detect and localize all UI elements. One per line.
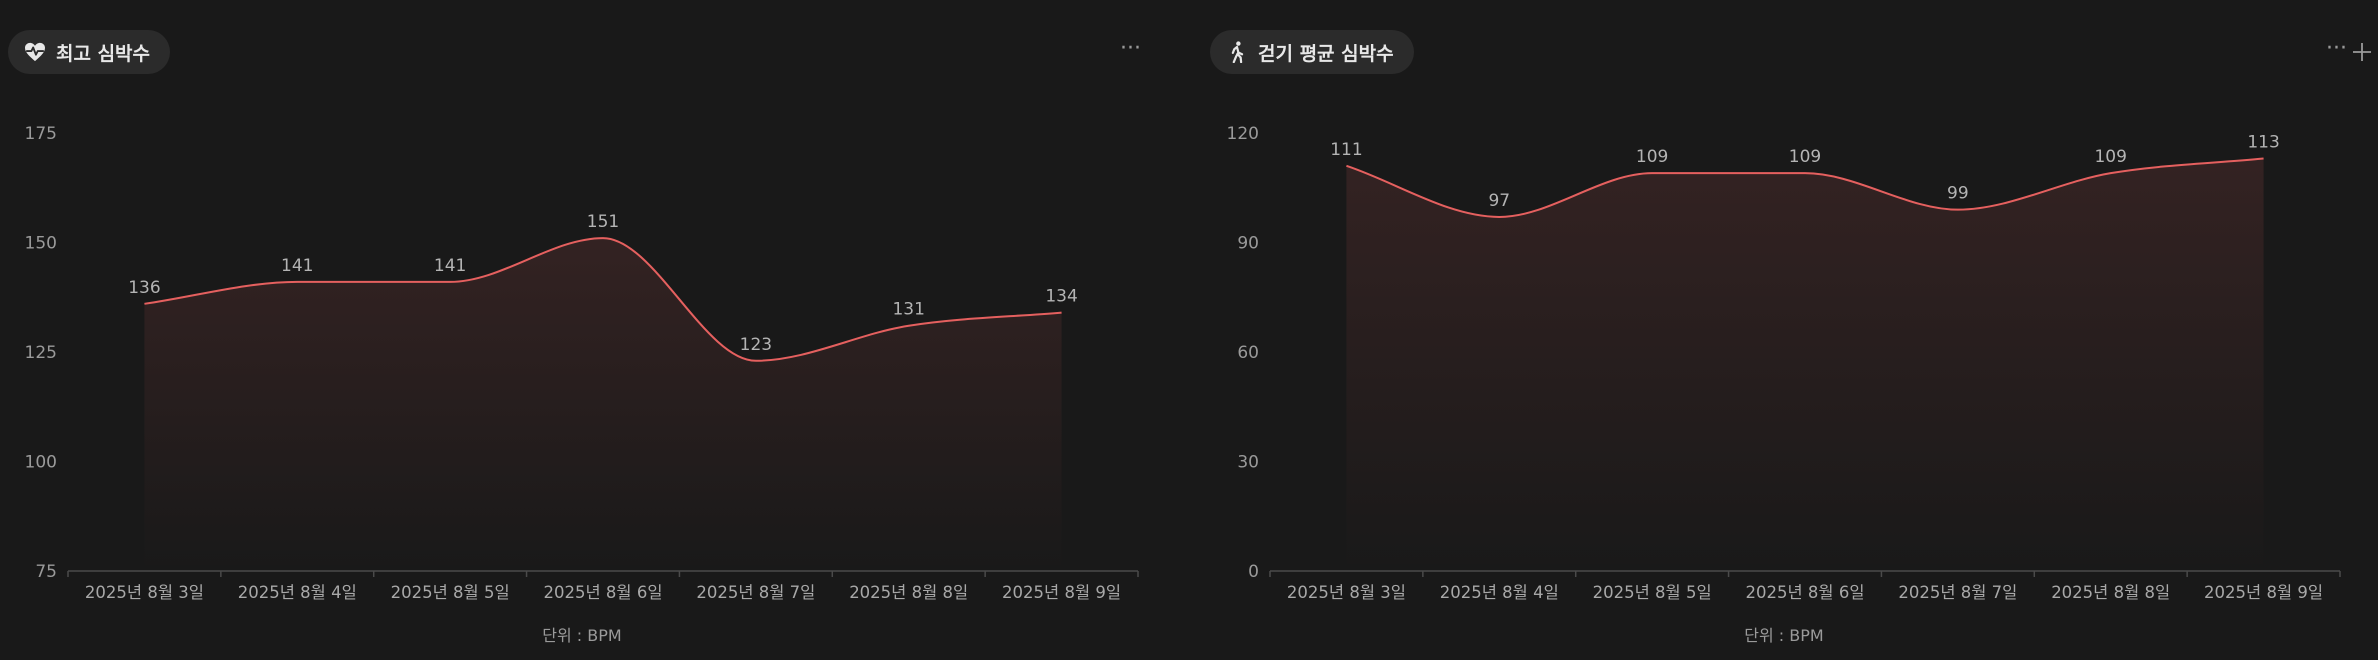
x-tick-label: 2025년 8월 9일 bbox=[1002, 583, 1121, 602]
x-tick-label: 2025년 8월 7일 bbox=[1898, 583, 2017, 602]
data-label: 109 bbox=[1636, 147, 1668, 167]
data-label: 141 bbox=[281, 256, 313, 276]
x-tick-label: 2025년 8월 8일 bbox=[849, 583, 968, 602]
data-label: 97 bbox=[1488, 191, 1510, 211]
x-tick-label: 2025년 8월 3일 bbox=[1287, 583, 1406, 602]
y-tick-label: 75 bbox=[35, 562, 57, 582]
x-tick-label: 2025년 8월 8일 bbox=[2051, 583, 2170, 602]
walking-avg-heart-rate-header[interactable]: 걷기 평균 심박수 bbox=[1210, 30, 1414, 74]
walking-avg-heart-rate-panel: 걷기 평균 심박수 ··· 0 30 60 90 120 2025년 8월 3일 2025년… bbox=[1202, 0, 2378, 660]
series-line bbox=[1346, 157, 2264, 218]
y-tick-label: 120 bbox=[1227, 124, 1259, 144]
max-heart-rate-chart: 75 100 125 150 175 2025년 8월 3일 2025년 8월 4일 2025… bbox=[25, 124, 1139, 602]
more-options-button[interactable]: ··· bbox=[2326, 36, 2347, 61]
y-tick-label: 0 bbox=[1248, 562, 1259, 582]
x-tick-label: 2025년 8월 5일 bbox=[1593, 583, 1712, 602]
data-label: 136 bbox=[128, 278, 160, 298]
unit-label: 단위 : BPM bbox=[1744, 626, 1824, 645]
x-tick-label: 2025년 8월 5일 bbox=[391, 583, 510, 602]
x-tick-label: 2025년 8월 9일 bbox=[2204, 583, 2323, 602]
series-area bbox=[144, 238, 1062, 571]
y-tick-label: 90 bbox=[1237, 234, 1259, 254]
max-heart-rate-panel: 최고 심박수 ··· 75 100 125 150 175 2025년 8월 3일 2025… bbox=[0, 0, 1178, 660]
data-label: 131 bbox=[892, 300, 924, 320]
x-tick-label: 2025년 8월 6일 bbox=[1745, 583, 1864, 602]
x-tick-label: 2025년 8월 4일 bbox=[238, 583, 357, 602]
series-area bbox=[1346, 158, 2264, 572]
x-tick-label: 2025년 8월 4일 bbox=[1440, 583, 1559, 602]
walking-person-icon bbox=[1226, 41, 1248, 63]
data-label: 99 bbox=[1947, 184, 1969, 204]
data-label: 109 bbox=[1789, 147, 1821, 167]
data-label: 151 bbox=[587, 212, 619, 232]
x-tick-label: 2025년 8월 6일 bbox=[543, 583, 662, 602]
y-tick-label: 60 bbox=[1237, 343, 1259, 363]
data-label: 141 bbox=[434, 256, 466, 276]
data-label: 123 bbox=[740, 335, 772, 355]
data-label: 111 bbox=[1330, 140, 1362, 160]
heart-pulse-icon bbox=[24, 41, 46, 63]
y-tick-label: 30 bbox=[1237, 453, 1259, 473]
panel-title: 최고 심박수 bbox=[56, 42, 151, 65]
y-tick-label: 175 bbox=[25, 124, 57, 144]
series-line bbox=[144, 237, 1062, 362]
data-label: 109 bbox=[2094, 147, 2126, 167]
add-icon[interactable] bbox=[2350, 40, 2374, 64]
y-tick-label: 150 bbox=[25, 234, 57, 254]
x-tick-label: 2025년 8월 3일 bbox=[85, 583, 204, 602]
panel-title: 걷기 평균 심박수 bbox=[1258, 42, 1394, 65]
unit-label: 단위 : BPM bbox=[542, 626, 622, 645]
data-label: 134 bbox=[1045, 287, 1077, 307]
max-heart-rate-header[interactable]: 최고 심박수 bbox=[8, 30, 171, 74]
y-tick-label: 100 bbox=[25, 453, 57, 473]
x-tick-label: 2025년 8월 7일 bbox=[696, 583, 815, 602]
more-options-button[interactable]: ··· bbox=[1120, 36, 1141, 61]
walking-avg-heart-rate-chart: 0 30 60 90 120 2025년 8월 3일 2025년 8월 4일 2025년 8월… bbox=[1227, 124, 2341, 602]
data-label: 113 bbox=[2247, 133, 2279, 153]
y-tick-label: 125 bbox=[25, 343, 57, 363]
